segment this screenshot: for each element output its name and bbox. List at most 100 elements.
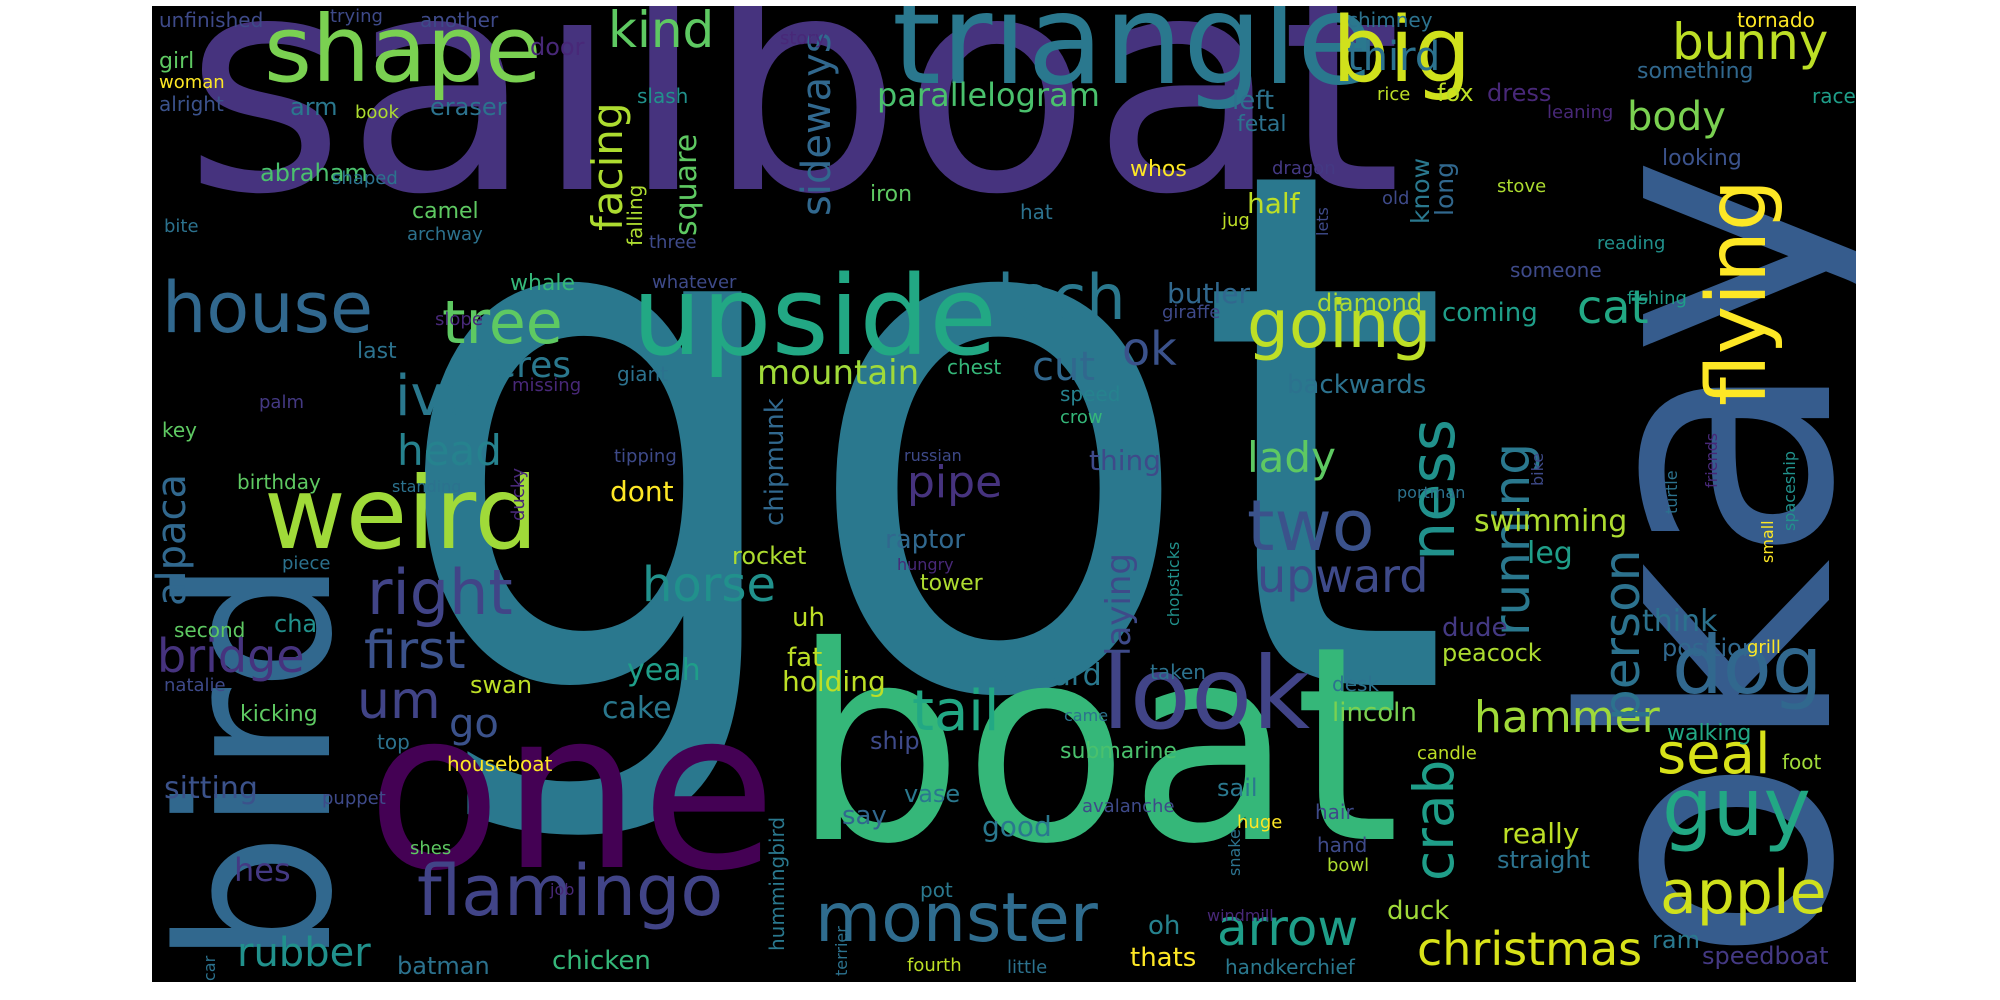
word-hummingbird: hummingbird (765, 816, 789, 951)
word-turtle: turtle (1662, 470, 1681, 514)
word-leg: leg (1527, 536, 1573, 571)
word-windmill: windmill (1207, 906, 1274, 925)
word-chest: chest (947, 355, 1002, 379)
word-whale: whale (510, 271, 576, 296)
word-flamingo: flamingo (417, 850, 724, 932)
word-ship: ship (870, 727, 920, 755)
word-huge: huge (1237, 812, 1283, 833)
word-cut: cut (1032, 344, 1096, 390)
word-raptor: raptor (885, 525, 965, 555)
word-trying: trying (330, 6, 383, 27)
word-um: um (357, 671, 441, 731)
word-think: think (1642, 604, 1718, 639)
word-foot: foot (1782, 750, 1822, 774)
word-car: car (200, 955, 219, 981)
word-speedboat: speedboat (1702, 942, 1829, 970)
word-diamond: diamond (1317, 289, 1423, 317)
word-swimming: swimming (1474, 504, 1628, 539)
word-lincoln: lincoln (1332, 698, 1417, 728)
word-lets: lets (1313, 207, 1332, 236)
word-seal: seal (1657, 722, 1771, 787)
word-falling: falling (623, 184, 647, 246)
word-mountain: mountain (757, 353, 920, 393)
word-door: door (530, 33, 585, 61)
word-straight: straight (1497, 846, 1591, 874)
word-thats: thats (1130, 943, 1197, 973)
word-ive: ive (395, 364, 479, 429)
word-kind: kind (608, 6, 715, 59)
word-taken: taken (1150, 660, 1206, 684)
word-left: left (1232, 86, 1275, 116)
word-slope: slope (435, 309, 483, 330)
word-bike: bike (1528, 452, 1547, 486)
word-little: little (1007, 957, 1048, 978)
word-going: going (1247, 286, 1432, 363)
word-yeah: yeah (627, 653, 701, 688)
word-top: top (377, 730, 410, 754)
word-butler: butler (1167, 277, 1251, 310)
word-crab: crab (1402, 759, 1466, 881)
word-cha: cha (274, 610, 318, 638)
word-one: one (367, 663, 777, 919)
word-dog: dog (1672, 619, 1823, 712)
word-camel: camel (412, 199, 479, 224)
word-walking: walking (1667, 721, 1752, 746)
word-rocket: rocket (732, 542, 807, 570)
word-last: last (357, 339, 397, 364)
word-ducky: ducky (508, 467, 529, 521)
word-fat: fat (787, 643, 823, 673)
word-monster: monster (815, 879, 1098, 958)
word-coming: coming (1442, 298, 1538, 328)
word-giant: giant (617, 362, 669, 386)
word-handkerchief: handkerchief (1225, 955, 1355, 979)
word-kicking: kicking (240, 702, 318, 727)
word-look: look (1102, 635, 1311, 752)
word-shaped: shaped (332, 168, 398, 189)
word-portman: portman (1397, 483, 1466, 502)
word-palm: palm (259, 392, 304, 413)
word-grill: grill (1747, 637, 1781, 658)
word-head: head (397, 426, 502, 475)
word-theres: theres (457, 345, 571, 386)
word-giraffe: giraffe (1162, 302, 1221, 323)
word-archway: archway (407, 224, 483, 245)
word-right: right (367, 556, 513, 629)
word-body: body (1627, 94, 1726, 140)
word-candle: candle (1417, 743, 1477, 764)
word-friends: friends (1702, 432, 1721, 488)
word-square: square (669, 133, 704, 236)
word-boat: boat (792, 588, 1400, 903)
word-hes: hes (234, 851, 291, 889)
word-unfinished: unfinished (159, 8, 264, 32)
word-hammer: hammer (1474, 692, 1660, 743)
word-ram: ram (1652, 926, 1700, 954)
word-sailboat: sailboat (184, 6, 1402, 260)
word-uh: uh (792, 603, 825, 633)
word-crow: crow (1060, 407, 1103, 428)
word-laying: laying (1099, 553, 1139, 656)
word-arm: arm (290, 93, 338, 121)
word-terrier: terrier (832, 926, 851, 976)
word-downward: downward (947, 658, 1102, 693)
word-swan: swan (470, 671, 533, 699)
word-dont: dont (610, 475, 674, 508)
word-sitting: sitting (164, 771, 258, 806)
word-stove: stove (1497, 176, 1547, 197)
word-dude: dude (1442, 613, 1508, 643)
word-really: really (1502, 817, 1580, 850)
word-second: second (174, 618, 246, 642)
word-small: small (1758, 520, 1777, 563)
word-big: big (1332, 6, 1472, 103)
word-whos: whos (1130, 157, 1187, 182)
word-rice: rice (1377, 84, 1411, 105)
word-houseboat: houseboat (447, 752, 553, 776)
word-tree: tree (442, 288, 563, 358)
word-missing: missing (512, 375, 582, 396)
word-fetal: fetal (1237, 112, 1287, 137)
word-alpaca: alpaca (152, 473, 195, 606)
word-oh: oh (1148, 911, 1181, 941)
word-bunny: bunny (1672, 13, 1829, 71)
word-leaning: leaning (1547, 102, 1614, 123)
word-hair: hair (1315, 800, 1354, 824)
word-parallelogram: parallelogram (877, 76, 1100, 114)
